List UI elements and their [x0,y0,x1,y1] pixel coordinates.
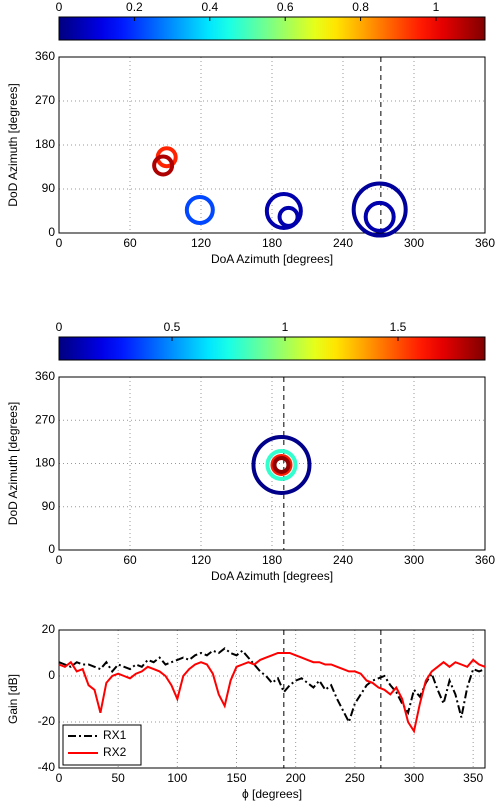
y-tick-label: 360 [35,369,55,383]
x-tick-label: 150 [226,771,246,785]
y-tick-label: -40 [38,760,56,774]
x-tick-label: 60 [123,236,137,250]
y-tick-label: 0 [48,542,55,556]
x-axis-label: ϕ [degrees] [242,787,302,801]
y-tick-label: 0 [48,225,55,239]
y-tick-label: 180 [35,137,55,151]
legend-label: RX1 [103,728,127,742]
x-tick-label: 180 [262,236,282,250]
y-tick-label: 20 [42,622,56,636]
bubble [277,205,300,228]
colorbar-tick-label: 0.8 [352,0,369,14]
x-tick-label: 360 [475,553,495,567]
x-tick-label: 350 [463,771,483,785]
y-tick-label: 270 [35,412,55,426]
colorbar-tick-label: 0.6 [277,0,294,14]
bubble [351,181,408,238]
colorbar-tick-label: 0.5 [164,320,181,334]
legend-label: RX2 [103,745,127,759]
x-tick-label: 120 [191,236,211,250]
y-tick-label: -20 [38,714,56,728]
x-tick-label: 0 [56,236,63,250]
x-tick-label: 60 [123,553,137,567]
x-tick-label: 50 [111,771,125,785]
legend-box [62,724,142,766]
y-tick-label: 0 [48,668,55,682]
series-line [58,652,486,734]
series-line [58,647,486,725]
colorbar [58,16,486,41]
bubble [152,154,175,177]
colorbar-tick-label: 0 [56,0,63,14]
colorbar-tick-label: 1.5 [390,320,407,334]
x-tick-label: 240 [333,553,353,567]
x-axis-label: DoA Azimuth [degrees] [211,569,333,583]
x-tick-label: 0 [56,553,63,567]
colorbar-tick-label: 0.2 [126,0,143,14]
axes-box [58,629,486,769]
x-tick-label: 300 [404,771,424,785]
y-tick-label: 360 [35,49,55,63]
y-tick-label: 270 [35,93,55,107]
x-tick-label: 200 [286,771,306,785]
axes-box [58,56,486,234]
x-axis-label: DoA Azimuth [degrees] [211,252,333,266]
bubble [251,434,312,495]
colorbar-tick-label: 0.4 [201,0,218,14]
bubble [264,192,303,230]
bubble [272,455,291,474]
bubble [265,448,298,481]
y-axis-label: DoD Azimuth [degrees] [6,83,20,206]
x-tick-label: 100 [167,771,187,785]
y-tick-label: 90 [42,181,56,195]
x-tick-label: 300 [404,236,424,250]
bubble [184,195,215,226]
x-tick-label: 180 [262,553,282,567]
colorbar-tick-label: 1 [433,0,440,14]
x-tick-label: 360 [475,236,495,250]
colorbar-tick-label: 1 [282,320,289,334]
x-tick-label: 0 [56,771,63,785]
y-axis-label: DoD Azimuth [degrees] [6,402,20,525]
colorbar-tick-label: 0 [56,320,63,334]
y-tick-label: 180 [35,456,55,470]
x-tick-label: 250 [345,771,365,785]
colorbar [58,336,486,361]
x-tick-label: 120 [191,553,211,567]
axes-box [58,376,486,551]
y-axis-label: Gain [dB] [6,674,20,724]
y-tick-label: 90 [42,499,56,513]
x-tick-label: 240 [333,236,353,250]
bubble [363,200,396,233]
x-tick-label: 300 [404,553,424,567]
